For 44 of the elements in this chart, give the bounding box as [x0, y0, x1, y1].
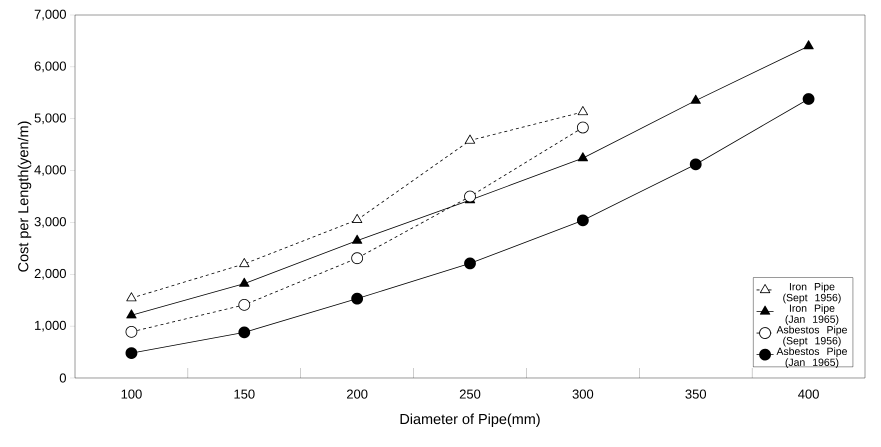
y-tick-label: 1,000: [35, 320, 66, 332]
point: [578, 106, 588, 116]
point: [239, 258, 250, 268]
point: [126, 309, 137, 318]
point: [578, 152, 588, 162]
point: [238, 326, 250, 338]
point: [690, 94, 701, 104]
point: [464, 257, 476, 270]
x-tick-label: 400: [798, 390, 819, 399]
x-tick-label: 250: [460, 390, 480, 399]
point: [351, 292, 364, 305]
point: [576, 214, 589, 226]
y-tick-label: 2,000: [34, 268, 66, 280]
y-tick-label: 5,000: [34, 113, 66, 124]
x-tick-label: 150: [234, 390, 255, 399]
point: [802, 93, 814, 105]
point: [464, 190, 476, 202]
point: [690, 158, 702, 170]
point: [126, 326, 138, 338]
x-tick-label: 200: [346, 390, 368, 399]
y-tick-label: 0: [60, 373, 66, 383]
point: [352, 234, 362, 244]
y-tick-label: 7,000: [34, 10, 66, 20]
x-tick-label: 350: [685, 390, 706, 399]
y-axis-title: Cost per Length(yen/m): [18, 122, 32, 272]
point: [464, 134, 476, 144]
point: [126, 347, 138, 360]
x-tick-label: 100: [122, 390, 142, 399]
point: [576, 122, 589, 134]
point: [238, 298, 250, 311]
point: [239, 278, 250, 287]
legend-label: Iron Pipe (Jan 1965): [786, 304, 838, 325]
legend-label: Asbestos Pipe (Jan 1965): [776, 347, 847, 368]
legend-label: Asbestos Pipe (Sept 1956): [776, 326, 847, 346]
y-tick-label: 3,000: [34, 217, 66, 228]
point: [352, 214, 362, 223]
x-axis-title: Diameter of Pipe(mm): [400, 414, 540, 427]
y-tick-label: 6,000: [34, 62, 66, 72]
x-tick-label: 300: [572, 390, 594, 399]
point: [126, 292, 137, 302]
y-tick-label: 4,000: [34, 165, 66, 176]
point: [803, 40, 814, 50]
point: [351, 252, 364, 264]
legend-label: Iron Pipe (Sept 1956): [783, 282, 841, 304]
